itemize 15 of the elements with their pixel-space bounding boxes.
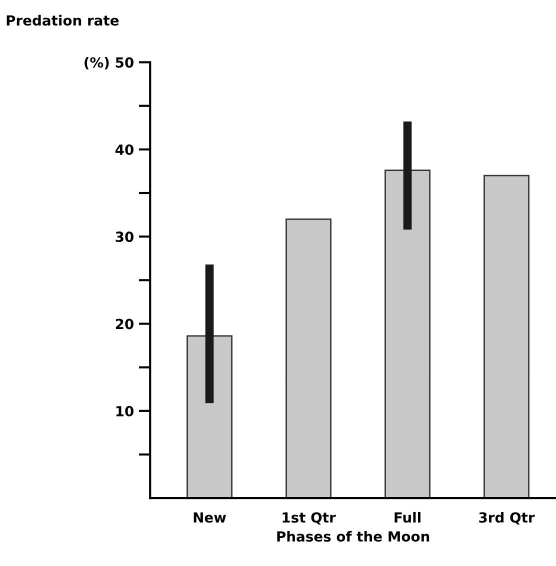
x-tick-label: 3rd Qtr bbox=[479, 512, 535, 525]
y-tick-label: 20 bbox=[116, 318, 134, 330]
x-tick-label: Full bbox=[394, 512, 420, 523]
x-axis-title: Phases of the Moon bbox=[277, 530, 430, 542]
y-tick-label: (%) 50 bbox=[84, 57, 134, 70]
y-tick-label: 10 bbox=[116, 406, 134, 416]
x-tick-label: New bbox=[194, 512, 226, 523]
bar bbox=[384, 170, 430, 498]
y-tick-label: 30 bbox=[116, 232, 134, 242]
bar bbox=[286, 218, 332, 498]
bar bbox=[484, 174, 530, 498]
bar bbox=[186, 335, 232, 498]
x-tick-label: 1st Qtr bbox=[282, 512, 336, 525]
y-tick-label: 40 bbox=[115, 144, 134, 155]
y-axis-title: Predation rate bbox=[6, 14, 119, 26]
